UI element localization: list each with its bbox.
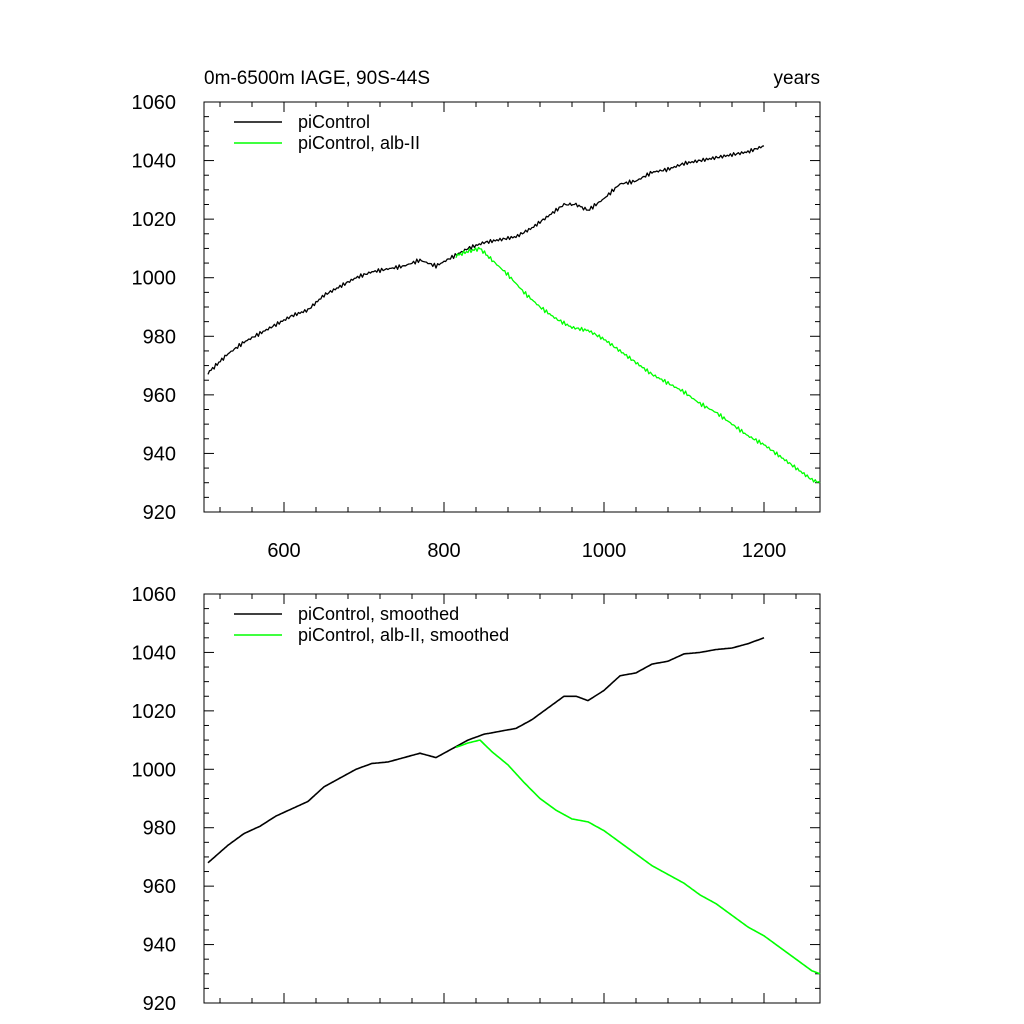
y-tick-label: 960	[143, 385, 176, 407]
series-line-alb-ii	[455, 246, 821, 484]
y-tick-label: 1020	[132, 701, 177, 723]
y-tick-label: 920	[143, 502, 176, 524]
legend-label-alb-ii: piControl, alb-II	[298, 133, 420, 153]
x-tick-label: 600	[267, 540, 300, 562]
series-line-alb-ii	[455, 739, 821, 975]
x-tick-label: 1000	[582, 540, 627, 562]
series-line-picontrol	[207, 145, 765, 375]
y-tick-label: 980	[143, 818, 176, 840]
chart-panel-1: 920 940 960 980 1000 1020 1040 1060 600 800 1000 12…	[132, 68, 821, 562]
y-tick-label: 1000	[132, 759, 177, 781]
y-tick-label: 980	[143, 326, 176, 348]
y-tick-label: 1060	[132, 584, 177, 606]
y-tick-label: 1040	[132, 642, 177, 664]
y-tick-label: 940	[143, 935, 176, 957]
y-tick-label: 1020	[132, 209, 177, 231]
x-units-label: years	[774, 68, 820, 89]
legend-label-picontrol: piControl	[298, 112, 370, 132]
x-tick-label: 800	[427, 540, 460, 562]
chart-panel-2: 920 940 960 980 1000 1020 1040 1060 piControl, s…	[132, 584, 821, 1015]
y-tick-label: 960	[143, 876, 176, 898]
plot-frame	[203, 101, 821, 513]
legend-label-picontrol: piControl, smoothed	[298, 604, 459, 624]
chart-title: 0m-6500m IAGE, 90S-44S	[204, 68, 430, 89]
plot-frame	[203, 593, 821, 1004]
y-tick-label: 940	[143, 443, 176, 465]
y-tick-label: 1060	[132, 92, 177, 114]
y-tick-label: 920	[143, 993, 176, 1015]
y-tick-label: 1040	[132, 151, 177, 173]
x-tick-label: 1200	[742, 540, 787, 562]
legend-label-alb-ii: piControl, alb-II, smoothed	[298, 625, 509, 645]
series-line-picontrol	[207, 637, 765, 864]
y-tick-label: 1000	[132, 268, 177, 290]
